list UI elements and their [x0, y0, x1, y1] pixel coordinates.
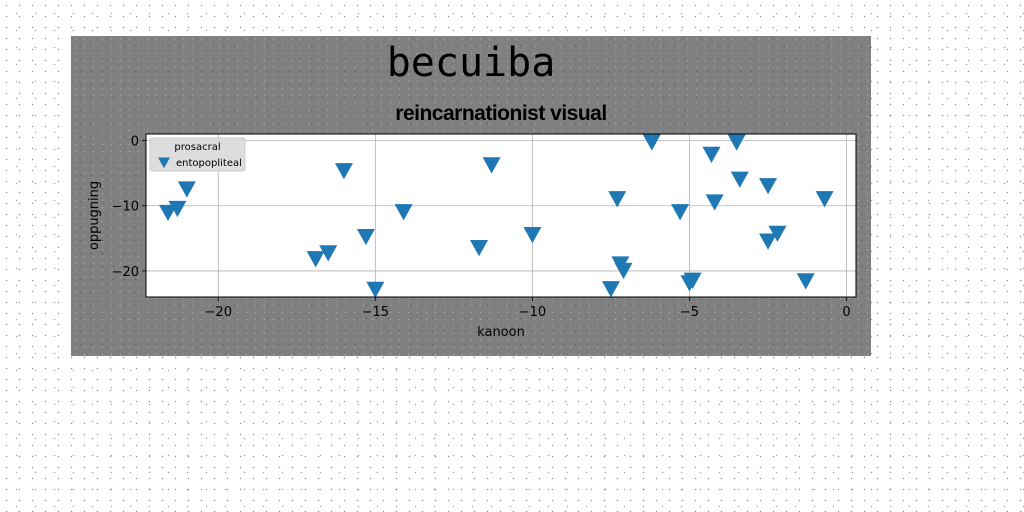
data-point-marker [523, 227, 542, 244]
data-point-marker [796, 273, 815, 290]
data-point-marker [334, 163, 353, 180]
y-tick-label: −10 [112, 200, 139, 215]
x-tick-label: −10 [519, 305, 546, 320]
data-point-marker [158, 204, 177, 222]
x-tick-label: 0 [842, 305, 850, 320]
data-point-marker [683, 272, 702, 289]
data-point-marker [482, 157, 501, 174]
data-point-marker [702, 146, 721, 164]
data-point-marker [642, 134, 661, 151]
legend-box [149, 137, 246, 172]
data-point-marker [730, 171, 749, 188]
data-point-marker [356, 228, 375, 246]
scatter-chart: −20 −15 −10 −5 0 0 −10 −20 kanoon oppugning pro… [87, 133, 857, 340]
data-point-marker [319, 245, 338, 262]
data-point-marker [366, 281, 385, 298]
y-tick-label: 0 [131, 135, 139, 150]
data-point-marker [614, 262, 633, 280]
chart-title: reincarnationist visual [395, 102, 607, 125]
y-axis-label: oppugning [87, 181, 102, 250]
x-axis-label: kanoon [477, 325, 525, 340]
data-point-marker [815, 191, 834, 208]
data-point-marker [470, 240, 489, 257]
plot-area [146, 134, 856, 297]
data-point-marker [671, 204, 690, 221]
x-tick-label: −15 [362, 305, 389, 320]
data-point-marker [608, 191, 627, 208]
data-point-marker [601, 281, 620, 298]
data-point-marker [306, 251, 325, 268]
data-point-marker [768, 225, 787, 242]
grid-lines [146, 134, 856, 297]
x-tick-label: −20 [205, 305, 232, 320]
data-point-marker [759, 233, 778, 250]
data-points [158, 134, 834, 298]
data-point-marker [177, 181, 196, 198]
legend-title: prosacral [174, 142, 220, 153]
figure-suptitle: becuiba [386, 40, 556, 86]
plot-frame [145, 133, 857, 298]
data-point-marker [394, 204, 413, 221]
data-point-marker [168, 200, 187, 218]
data-point-marker [759, 178, 778, 195]
legend-series-label: entopopliteal [176, 158, 242, 169]
legend-marker-icon [158, 157, 170, 169]
data-point-marker [705, 194, 724, 211]
axis-ticks: −20 −15 −10 −5 0 0 −10 −20 [112, 135, 851, 320]
legend: prosacral entopopliteal [149, 137, 246, 172]
data-point-marker [727, 134, 746, 151]
y-tick-label: −20 [112, 265, 139, 280]
x-tick-label: −5 [680, 305, 699, 320]
figure: becuiba reincarnationist visual −20 −15 −1… [71, 36, 871, 356]
